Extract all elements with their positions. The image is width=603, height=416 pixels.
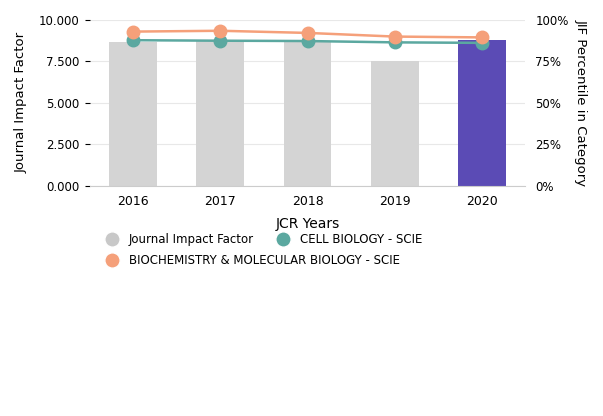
X-axis label: JCR Years: JCR Years [276, 217, 339, 231]
Bar [371, 62, 418, 186]
Bar [458, 40, 506, 186]
Bar [109, 42, 157, 186]
Bar [197, 41, 244, 186]
Bar [283, 42, 332, 186]
Y-axis label: Journal Impact Factor: Journal Impact Factor [15, 32, 28, 173]
Legend: BIOCHEMISTRY & MOLECULAR BIOLOGY - SCIE: BIOCHEMISTRY & MOLECULAR BIOLOGY - SCIE [95, 250, 404, 272]
Y-axis label: JIF Percentile in Category: JIF Percentile in Category [575, 19, 588, 186]
